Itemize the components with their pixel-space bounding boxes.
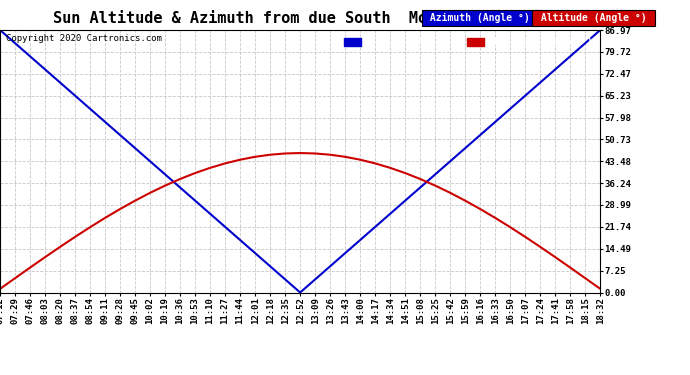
Text: Sun Altitude & Azimuth from due South  Mon Mar 16 18:45: Sun Altitude & Azimuth from due South Mo… bbox=[52, 11, 555, 26]
Text: Azimuth (Angle °): Azimuth (Angle °) bbox=[424, 13, 536, 23]
Legend: Azimuth (Angle °), Altitude (Angle °): Azimuth (Angle °), Altitude (Angle °) bbox=[341, 35, 595, 50]
Text: Copyright 2020 Cartronics.com: Copyright 2020 Cartronics.com bbox=[6, 34, 162, 43]
Text: Altitude (Angle °): Altitude (Angle °) bbox=[535, 13, 652, 23]
